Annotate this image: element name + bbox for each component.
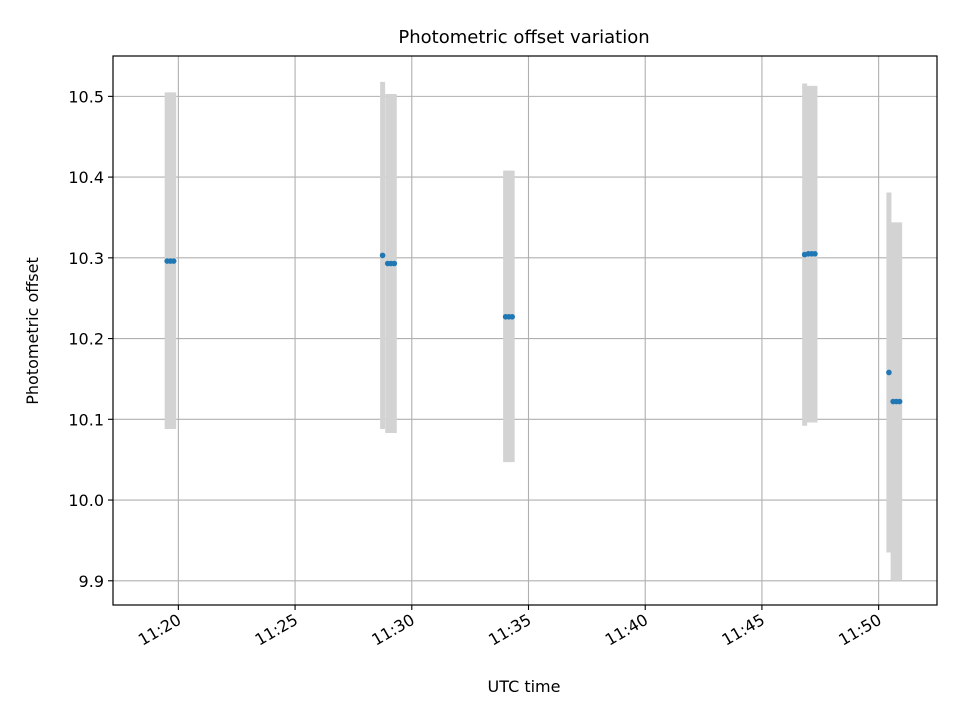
y-tick-label: 10.2 [68,330,104,349]
plot-frame [112,55,938,606]
data-point [509,313,515,320]
data-point [812,251,818,257]
data-point [170,258,177,264]
data-points [164,251,903,405]
y-tick-label: 10.4 [68,168,104,187]
y-axis-label: Photometric offset [23,257,42,405]
data-point [391,260,398,267]
y-tick-label: 10.5 [68,87,104,106]
data-point [379,252,386,259]
x-axis-label: UTC time [488,677,561,696]
y-tick-label: 10.1 [68,410,104,429]
y-tick-label: 10.0 [68,491,104,510]
data-point [886,369,892,376]
grid-lines [113,56,937,605]
y-tick-label: 9.9 [79,572,104,591]
chart-title: Photometric offset variation [398,27,649,48]
data-point [896,398,903,405]
y-tick-label: 10.3 [68,249,104,268]
y-axis-ticks: 9.9 10.0 10.1 10.2 10.3 10.4 10.5 [68,87,113,591]
